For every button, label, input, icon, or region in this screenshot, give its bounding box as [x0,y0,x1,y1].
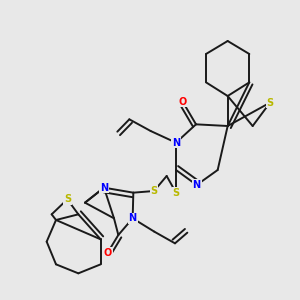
Text: S: S [150,186,158,196]
Text: S: S [266,98,274,108]
Text: O: O [103,248,112,258]
Text: N: N [129,213,137,223]
Text: S: S [64,194,71,204]
Text: N: N [172,138,180,148]
Text: O: O [178,97,187,107]
Text: N: N [193,180,201,190]
Text: N: N [100,183,108,193]
Text: S: S [172,188,180,198]
